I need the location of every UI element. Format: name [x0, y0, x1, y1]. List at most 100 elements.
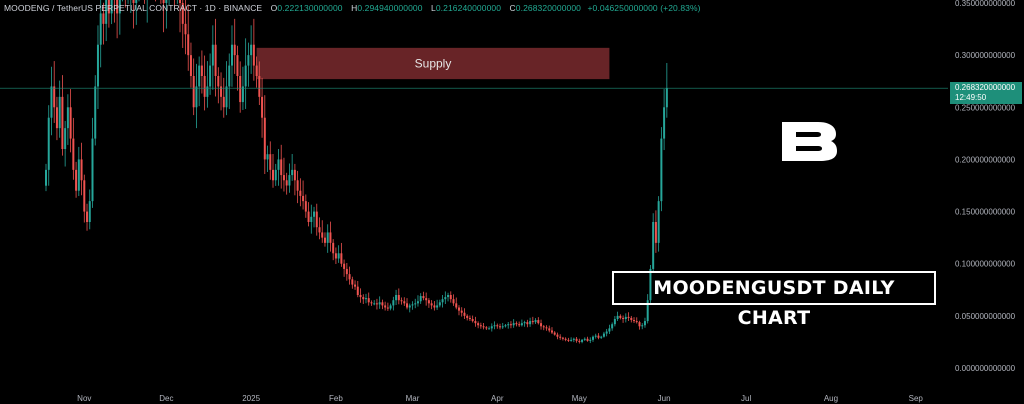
- candle-body[interactable]: [397, 295, 400, 301]
- candle-body[interactable]: [198, 65, 201, 87]
- candle-body[interactable]: [304, 201, 307, 212]
- candle-body[interactable]: [96, 44, 99, 87]
- candle-body[interactable]: [351, 279, 354, 285]
- candle-body[interactable]: [570, 339, 573, 341]
- candle-body[interactable]: [75, 169, 78, 191]
- candle-body[interactable]: [340, 253, 343, 264]
- candle-body[interactable]: [488, 328, 491, 330]
- candle-body[interactable]: [230, 44, 233, 66]
- candle-body[interactable]: [395, 295, 398, 301]
- candle-body[interactable]: [512, 323, 515, 326]
- candle-body[interactable]: [652, 222, 655, 269]
- candle-body[interactable]: [457, 307, 460, 311]
- candle-body[interactable]: [209, 65, 212, 87]
- candle-body[interactable]: [88, 201, 91, 222]
- candle-body[interactable]: [509, 324, 512, 326]
- candle-body[interactable]: [274, 169, 277, 181]
- candle-body[interactable]: [567, 339, 570, 341]
- candle-body[interactable]: [619, 315, 622, 318]
- candle-body[interactable]: [531, 321, 534, 323]
- candle-body[interactable]: [302, 195, 305, 202]
- candle-body[interactable]: [345, 268, 348, 275]
- candle-body[interactable]: [116, 0, 119, 14]
- candle-body[interactable]: [559, 336, 562, 338]
- candle-body[interactable]: [258, 76, 261, 97]
- candle-body[interactable]: [630, 317, 633, 321]
- candle-body[interactable]: [605, 331, 608, 334]
- candle-body[interactable]: [592, 336, 594, 340]
- candle-body[interactable]: [179, 0, 182, 3]
- candle-body[interactable]: [523, 322, 526, 324]
- candle-body[interactable]: [616, 315, 619, 319]
- candle-body[interactable]: [589, 339, 592, 341]
- candle-body[interactable]: [334, 253, 337, 259]
- candle-body[interactable]: [337, 253, 340, 259]
- candle-body[interactable]: [534, 320, 537, 323]
- candle-body[interactable]: [310, 216, 313, 222]
- candle-body[interactable]: [187, 34, 190, 56]
- candle-body[interactable]: [433, 305, 436, 308]
- candle-body[interactable]: [222, 96, 225, 108]
- candle-body[interactable]: [496, 325, 499, 327]
- candle-body[interactable]: [477, 323, 480, 326]
- candle-body[interactable]: [449, 295, 452, 300]
- candle-body[interactable]: [602, 333, 605, 337]
- candle-body[interactable]: [633, 320, 636, 322]
- candle-body[interactable]: [110, 0, 113, 14]
- candle-body[interactable]: [225, 86, 228, 108]
- candle-body[interactable]: [266, 154, 269, 160]
- candle-body[interactable]: [220, 86, 223, 97]
- candle-body[interactable]: [132, 0, 135, 3]
- candle-body[interactable]: [255, 65, 258, 76]
- candle-body[interactable]: [654, 222, 657, 243]
- candle-body[interactable]: [635, 321, 638, 323]
- symbol-title[interactable]: MOODENG / TetherUS PERPETUAL CONTRACT · …: [4, 3, 263, 13]
- candle-body[interactable]: [118, 0, 121, 14]
- candle-body[interactable]: [460, 310, 463, 313]
- candle-body[interactable]: [332, 242, 335, 254]
- candle-body[interactable]: [624, 316, 627, 319]
- candle-body[interactable]: [91, 138, 94, 202]
- candle-body[interactable]: [269, 154, 272, 170]
- candle-body[interactable]: [490, 326, 493, 329]
- candle-body[interactable]: [58, 96, 61, 129]
- candle-body[interactable]: [564, 338, 567, 340]
- candle-body[interactable]: [526, 322, 529, 325]
- candle-body[interactable]: [515, 323, 518, 325]
- candle-body[interactable]: [206, 86, 209, 97]
- candle-body[interactable]: [381, 302, 384, 306]
- candle-body[interactable]: [406, 303, 409, 308]
- candle-body[interactable]: [252, 44, 255, 66]
- candle-body[interactable]: [195, 86, 198, 108]
- candle-body[interactable]: [419, 296, 422, 302]
- candle-body[interactable]: [45, 169, 47, 186]
- candle-body[interactable]: [293, 169, 296, 181]
- candle-body[interactable]: [594, 335, 597, 337]
- candle-body[interactable]: [307, 211, 310, 222]
- candle-body[interactable]: [214, 44, 217, 76]
- candle-body[interactable]: [553, 332, 556, 335]
- candle-body[interactable]: [228, 65, 231, 87]
- candle-body[interactable]: [482, 326, 485, 328]
- candle-body[interactable]: [425, 298, 428, 301]
- candle-body[interactable]: [386, 307, 389, 309]
- candle-body[interactable]: [468, 317, 471, 319]
- candle-body[interactable]: [540, 323, 543, 327]
- candle-body[interactable]: [463, 312, 466, 316]
- candle-body[interactable]: [364, 298, 367, 300]
- candle-body[interactable]: [69, 107, 72, 139]
- candle-body[interactable]: [597, 335, 600, 338]
- candle-body[interactable]: [354, 284, 357, 287]
- candle-body[interactable]: [233, 44, 236, 56]
- candle-body[interactable]: [291, 169, 294, 176]
- candle-body[interactable]: [403, 301, 406, 304]
- candle-body[interactable]: [422, 296, 425, 299]
- candle-body[interactable]: [313, 211, 316, 217]
- candle-body[interactable]: [499, 326, 502, 328]
- candle-body[interactable]: [660, 138, 663, 202]
- candle-body[interactable]: [608, 328, 611, 332]
- candle-body[interactable]: [572, 338, 575, 340]
- candle-body[interactable]: [389, 305, 392, 309]
- candle-body[interactable]: [299, 190, 302, 196]
